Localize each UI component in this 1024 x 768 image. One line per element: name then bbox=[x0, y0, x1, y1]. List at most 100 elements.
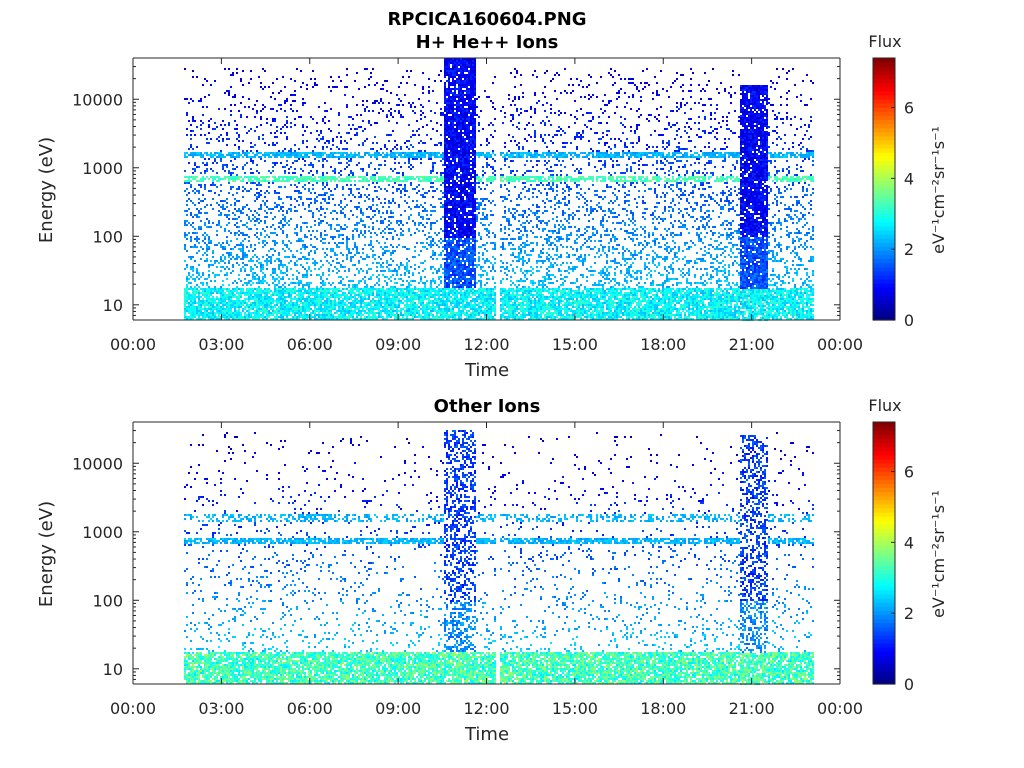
spectrogram-pixel bbox=[334, 188, 336, 190]
spectrogram-pixel bbox=[308, 156, 310, 158]
spectrogram-pixel bbox=[402, 230, 404, 232]
spectrogram-pixel bbox=[428, 312, 430, 314]
spectrogram-pixel bbox=[262, 278, 264, 280]
spectrogram-pixel bbox=[392, 156, 394, 158]
spectrogram-pixel bbox=[400, 148, 402, 150]
spectrogram-pixel bbox=[206, 164, 208, 166]
spectrogram-pixel bbox=[394, 110, 396, 112]
spectrogram-pixel bbox=[428, 314, 430, 316]
spectrogram-pixel bbox=[248, 106, 250, 108]
spectrogram-pixel bbox=[242, 250, 244, 252]
spectrogram-pixel bbox=[258, 312, 260, 314]
spectrogram-pixel bbox=[288, 302, 290, 304]
spectrogram-pixel bbox=[290, 178, 292, 180]
spectrogram-pixel bbox=[356, 252, 358, 254]
spectrogram-pixel bbox=[364, 292, 366, 294]
spectrogram-pixel bbox=[398, 220, 400, 222]
spectrogram-pixel bbox=[294, 264, 296, 266]
spectrogram-pixel bbox=[246, 154, 248, 156]
spectrogram-pixel bbox=[364, 312, 366, 314]
spectrogram-pixel bbox=[246, 234, 248, 236]
spectrogram-pixel bbox=[306, 292, 308, 294]
spectrogram-pixel bbox=[222, 292, 224, 294]
spectrogram-pixel bbox=[200, 288, 202, 290]
spectrogram-pixel bbox=[416, 306, 418, 308]
spectrogram-pixel bbox=[364, 128, 366, 130]
spectrogram-pixel bbox=[372, 298, 374, 300]
spectrogram-pixel bbox=[410, 296, 412, 298]
spectrogram-pixel bbox=[280, 260, 282, 262]
spectrogram-pixel bbox=[258, 276, 260, 278]
spectrogram-pixel bbox=[272, 292, 274, 294]
spectrogram-pixel bbox=[260, 206, 262, 208]
spectrogram-pixel bbox=[346, 244, 348, 246]
spectrogram-pixel bbox=[406, 156, 408, 158]
spectrogram-pixel bbox=[324, 230, 326, 232]
spectrogram-pixel bbox=[318, 312, 320, 314]
spectrogram-pixel bbox=[444, 160, 446, 162]
spectrogram-pixel bbox=[232, 164, 234, 166]
spectrogram-pixel bbox=[348, 250, 350, 252]
spectrogram-pixel bbox=[226, 310, 228, 312]
spectrogram-pixel bbox=[288, 180, 290, 182]
spectrogram-pixel bbox=[282, 210, 284, 212]
spectrogram-pixel bbox=[270, 296, 272, 298]
spectrogram-pixel bbox=[324, 310, 326, 312]
spectrogram-pixel bbox=[276, 258, 278, 260]
spectrogram-pixel bbox=[264, 300, 266, 302]
spectrogram-pixel bbox=[370, 206, 372, 208]
spectrogram-pixel bbox=[428, 318, 430, 320]
spectrogram-pixel bbox=[250, 210, 252, 212]
spectrogram-pixel bbox=[404, 186, 406, 188]
spectrogram-pixel bbox=[340, 290, 342, 292]
spectrogram-pixel bbox=[304, 244, 306, 246]
spectrogram-pixel bbox=[250, 146, 252, 148]
spectrogram-pixel bbox=[446, 70, 448, 72]
spectrogram-pixel bbox=[220, 306, 222, 308]
spectrogram-pixel bbox=[442, 204, 444, 206]
spectrogram-pixel bbox=[436, 286, 438, 288]
spectrogram-pixel bbox=[380, 202, 382, 204]
spectrogram-pixel bbox=[300, 86, 302, 88]
spectrogram-pixel bbox=[412, 256, 414, 258]
spectrogram-pixel bbox=[384, 246, 386, 248]
spectrogram-pixel bbox=[298, 156, 300, 158]
spectrogram-pixel bbox=[212, 154, 214, 156]
spectrogram-pixel bbox=[422, 246, 424, 248]
spectrogram-pixel bbox=[376, 276, 378, 278]
spectrogram-pixel bbox=[322, 274, 324, 276]
spectrogram-pixel bbox=[292, 256, 294, 258]
spectrogram-pixel bbox=[302, 176, 304, 178]
spectrogram-pixel bbox=[314, 202, 316, 204]
spectrogram-pixel bbox=[368, 298, 370, 300]
spectrogram-pixel bbox=[250, 294, 252, 296]
spectrogram-pixel bbox=[358, 262, 360, 264]
spectrogram-pixel bbox=[396, 222, 398, 224]
spectrogram-pixel bbox=[232, 172, 234, 174]
spectrogram-pixel bbox=[426, 178, 428, 180]
spectrogram-pixel bbox=[216, 156, 218, 158]
spectrogram-pixel bbox=[304, 292, 306, 294]
spectrogram-pixel bbox=[192, 154, 194, 156]
spectrogram-pixel bbox=[312, 292, 314, 294]
spectrogram-pixel bbox=[352, 300, 354, 302]
spectrogram-pixel bbox=[194, 232, 196, 234]
spectrogram-pixel bbox=[420, 292, 422, 294]
spectrogram-pixel bbox=[262, 312, 264, 314]
spectrogram-pixel bbox=[442, 216, 444, 218]
spectrogram-pixel bbox=[198, 216, 200, 218]
spectrogram-pixel bbox=[310, 292, 312, 294]
spectrogram-pixel bbox=[226, 278, 228, 280]
spectrogram-pixel bbox=[274, 280, 276, 282]
spectrogram-pixel bbox=[392, 216, 394, 218]
spectrogram-pixel bbox=[284, 224, 286, 226]
spectrogram-pixel bbox=[270, 300, 272, 302]
spectrogram-pixel bbox=[230, 232, 232, 234]
spectrogram-pixel bbox=[220, 150, 222, 152]
spectrogram-pixel bbox=[446, 296, 448, 298]
spectrogram-pixel bbox=[444, 178, 446, 180]
spectrogram-pixel bbox=[264, 192, 266, 194]
spectrogram-pixel bbox=[192, 176, 194, 178]
spectrogram-pixel bbox=[272, 118, 274, 120]
spectrogram-pixel bbox=[248, 304, 250, 306]
